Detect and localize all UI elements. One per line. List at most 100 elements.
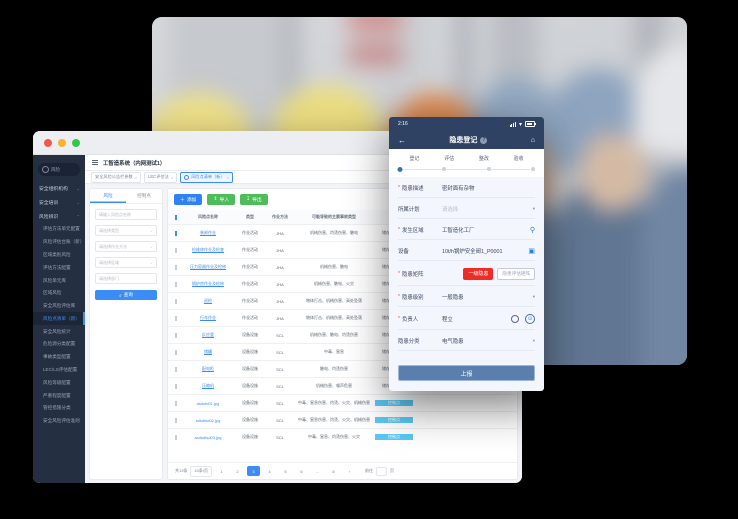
cell-name[interactable]: 储罐 xyxy=(183,349,233,355)
row-link[interactable]: 锅炉房作业及检修 xyxy=(192,281,224,286)
step-label-0[interactable]: 登记 xyxy=(409,156,420,162)
sidebar-item-0[interactable]: 评估方法单元配置 xyxy=(43,226,80,232)
sidebar-item-8[interactable]: 安全风险统计 xyxy=(43,328,71,334)
cell-name[interactable]: 装卸作业 xyxy=(183,230,233,236)
sidebar-item-7-active[interactable]: 风险点清单（新） xyxy=(33,312,85,326)
row-checkbox-cell[interactable] xyxy=(168,349,183,355)
field-value[interactable]: 一般隐患 xyxy=(442,295,464,301)
tab-1[interactable]: LEC评估法 × xyxy=(144,171,178,183)
import-button[interactable]: ↥ 导入 xyxy=(207,194,236,205)
next-page-icon[interactable]: › xyxy=(348,468,351,474)
submit-button[interactable]: 上报 xyxy=(398,365,535,381)
select-all-cell[interactable] xyxy=(168,214,183,220)
row-checkbox-cell[interactable] xyxy=(168,264,183,270)
row-checkbox-cell[interactable] xyxy=(168,315,183,321)
map-pin-icon[interactable]: ⚲ xyxy=(529,227,535,234)
back-arrow-icon[interactable]: ← xyxy=(398,135,406,145)
table-row[interactable]: dsdsfd01.jpg 设备设施 SCL 中毒、窒息伤害、灼烫、火灾、机械伤害… xyxy=(168,394,517,411)
field-value[interactable]: 电气隐患 xyxy=(442,339,464,345)
row-link[interactable]: 压缩机 xyxy=(202,383,214,388)
gear-icon[interactable] xyxy=(511,315,519,323)
cell-name[interactable]: 压力容器作业及检修 xyxy=(183,264,233,270)
tab-0[interactable]: 安全风险公告栏参数 × xyxy=(91,171,142,183)
checkbox-icon[interactable] xyxy=(174,247,177,253)
row-link[interactable]: asdsdfsd03.jpg xyxy=(194,434,222,440)
filter-tab-control-point[interactable]: 控制点 xyxy=(137,193,151,198)
sidebar-item-6[interactable]: 安全风险评估库 xyxy=(43,303,76,309)
question-mark-icon[interactable]: ? xyxy=(480,136,488,144)
checkbox-icon[interactable] xyxy=(174,349,177,355)
field-placeholder[interactable]: 请选择 xyxy=(442,207,459,213)
field-hazard-category[interactable]: 隐患分类 电气隐患 ▾ xyxy=(398,330,535,351)
sidebar-item-11[interactable]: LEC/LS评估配置 xyxy=(43,366,78,372)
row-link[interactable]: 行车作业 xyxy=(200,315,216,320)
page-size-select[interactable]: 10条/页 xyxy=(190,465,213,477)
checkbox-icon[interactable] xyxy=(174,400,177,406)
field-plan[interactable]: 所属计划 请选择 ▾ xyxy=(398,198,535,219)
sidebar-search-input[interactable]: 风险 xyxy=(38,163,80,176)
page-2[interactable]: 2 xyxy=(236,468,239,474)
home-icon[interactable]: ⌂ xyxy=(530,136,535,144)
filter-dept-input[interactable]: 请选择部门 xyxy=(95,273,157,284)
checkbox-icon[interactable] xyxy=(174,417,177,423)
row-checkbox-cell[interactable] xyxy=(168,400,183,406)
checkbox-icon[interactable] xyxy=(174,315,177,321)
field-value[interactable]: 密封面有杂物 xyxy=(442,186,475,192)
window-minimize-button[interactable] xyxy=(58,138,66,147)
step-label-3[interactable]: 验收 xyxy=(513,156,524,162)
field-equipment[interactable]: 设备 10t/h锅炉安全阀1_P0001 ▣ xyxy=(398,240,535,261)
row-checkbox-cell[interactable] xyxy=(168,230,183,236)
tab-2-active[interactable]: 风险点清单（新） × xyxy=(180,171,233,183)
checkbox-icon[interactable] xyxy=(174,332,177,338)
goto-input[interactable] xyxy=(376,466,388,476)
cell-name[interactable]: 巡检 xyxy=(183,298,233,304)
field-area[interactable]: * 发生区域 工智造化工厂 ⚲ xyxy=(398,219,535,240)
checkbox-icon[interactable] xyxy=(174,264,177,270)
sidebar-item-3[interactable]: 评估方法配置 xyxy=(43,264,71,270)
page-4[interactable]: 4 xyxy=(268,468,271,474)
window-maximize-button[interactable] xyxy=(72,138,80,147)
row-checkbox-cell[interactable] xyxy=(168,247,183,253)
cell-name[interactable]: 检维修作业及检查 xyxy=(183,247,233,253)
sidebar-item-14[interactable]: 管控措施分类 xyxy=(43,405,71,411)
table-row[interactable]: sdsdfsd02.jpg 设备设施 SCL 中毒、窒息伤害、灼烫、火灾、机械伤… xyxy=(168,411,517,428)
row-checkbox-cell[interactable] xyxy=(168,383,183,389)
field-value[interactable]: 工智造化工厂 xyxy=(442,228,475,234)
sidebar-item-5[interactable]: 区域风险 xyxy=(43,290,62,296)
row-link[interactable]: 储罐 xyxy=(204,349,212,354)
checkbox-icon[interactable] xyxy=(174,434,177,440)
step-label-1[interactable]: 评估 xyxy=(444,156,455,162)
cell-name[interactable]: 锅炉房作业及检修 xyxy=(183,281,233,287)
page-1[interactable]: 1 xyxy=(220,468,223,474)
row-checkbox-cell[interactable] xyxy=(168,332,183,338)
row-link[interactable]: 压力容器作业及检修 xyxy=(190,264,226,269)
filter-name-input[interactable]: 请输入风险点名称 xyxy=(95,209,157,220)
field-hazard-description[interactable]: * 隐患描述 密封面有杂物 xyxy=(398,177,535,198)
table-row[interactable]: asdsdfsd03.jpg 设备设施 SCL 中毒、窒息、灼烫伤害、火灾 控制… xyxy=(168,428,517,445)
field-hazard-matrix[interactable]: * 隐患矩阵 一级隐患 隐患评估矩阵 xyxy=(398,261,535,286)
cell-name[interactable]: 反应釜 xyxy=(183,332,233,338)
menu-icon[interactable] xyxy=(92,159,98,166)
row-link[interactable]: 配电柜 xyxy=(202,366,214,371)
field-value[interactable]: 10t/h锅炉安全阀1_P0001 xyxy=(442,249,503,255)
sidebar-item-4[interactable]: 风险单元库 xyxy=(43,277,66,283)
sidebar-group-risk[interactable]: 风险辨识 ⌃ xyxy=(33,209,85,223)
cell-name[interactable]: 压缩机 xyxy=(183,383,233,389)
page-6[interactable]: 6 xyxy=(300,468,303,474)
sidebar-group-org[interactable]: 安全组织机构 ⌄ xyxy=(33,181,85,195)
field-value[interactable]: 程立 xyxy=(442,317,453,323)
sidebar-item-2[interactable]: 区域类别风险 xyxy=(43,251,71,257)
row-link[interactable]: 巡检 xyxy=(204,298,212,303)
filter-area-select[interactable]: 请选择区域 ⌄ xyxy=(95,257,157,268)
filter-method-select[interactable]: 请选择作业方法 ⌄ xyxy=(95,241,157,252)
add-button[interactable]: ＋ 添加 xyxy=(174,194,203,205)
row-link[interactable]: sdsdfsd02.jpg xyxy=(195,417,221,423)
row-checkbox-cell[interactable] xyxy=(168,281,183,287)
field-hazard-level[interactable]: * 隐患级别 一般隐患 ▾ xyxy=(398,286,535,307)
checkbox-icon[interactable] xyxy=(174,298,177,304)
checkbox-icon[interactable] xyxy=(174,214,177,220)
close-icon[interactable]: × xyxy=(134,174,138,180)
filter-type-select[interactable]: 请选择类型 ⌄ xyxy=(95,225,157,236)
export-button[interactable]: ↧ 导出 xyxy=(240,194,268,205)
cell-name[interactable]: asdsdfsd03.jpg xyxy=(183,435,233,440)
